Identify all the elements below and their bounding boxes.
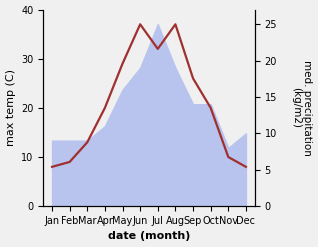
- Y-axis label: med. precipitation
(kg/m2): med. precipitation (kg/m2): [291, 60, 313, 156]
- Y-axis label: max temp (C): max temp (C): [5, 69, 16, 146]
- X-axis label: date (month): date (month): [108, 231, 190, 242]
